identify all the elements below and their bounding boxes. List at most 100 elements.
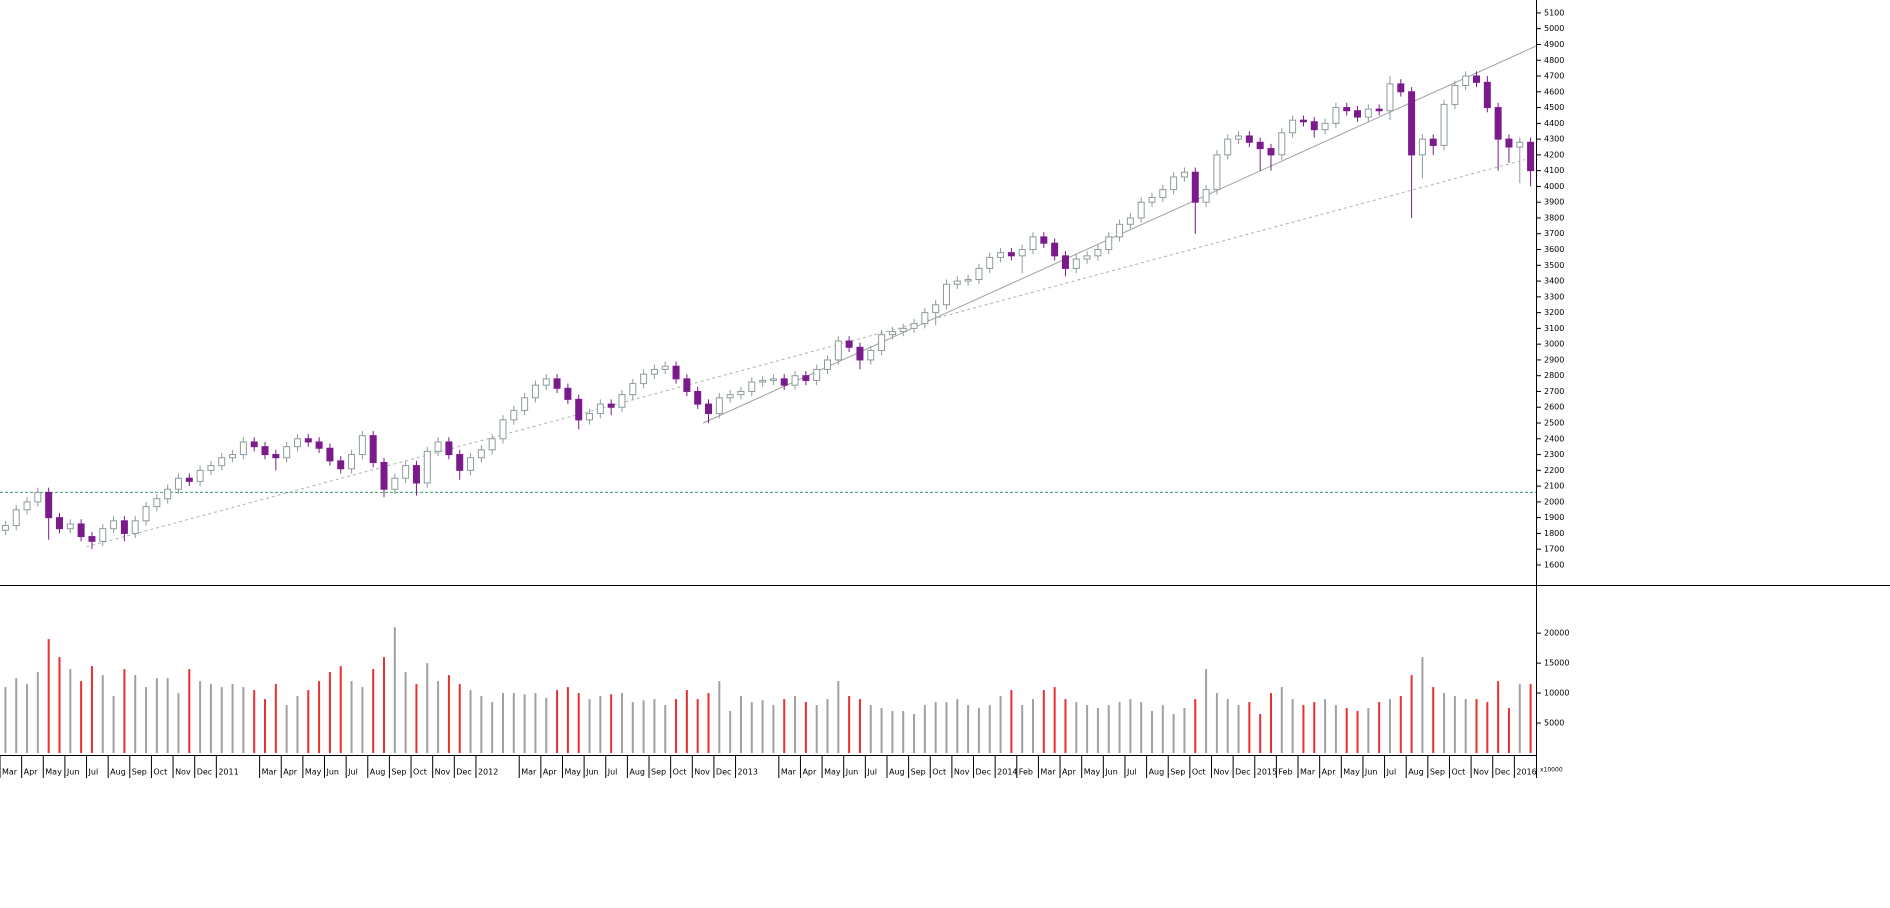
candle-body [412, 465, 420, 484]
volume-bar [69, 669, 72, 753]
volume-bar [523, 694, 526, 753]
candle-body [337, 460, 345, 470]
x-tick-label: Nov [954, 768, 970, 777]
volume-bar [556, 690, 559, 753]
volume-bar [231, 684, 234, 753]
candle-body [596, 403, 604, 415]
x-tick-label: Mar [1300, 768, 1316, 777]
volume-bar [1075, 702, 1078, 753]
y-tick-label: 2800 [1544, 371, 1564, 380]
volume-bar [869, 705, 872, 753]
candle-body [672, 365, 680, 380]
x-tick-label: Nov [1473, 768, 1489, 777]
candle-body [705, 403, 713, 415]
x-tick-label: May [1343, 768, 1360, 777]
candle-body [23, 501, 31, 511]
candle-body [326, 447, 334, 462]
candle-body [932, 304, 940, 314]
volume-bar [491, 702, 494, 753]
x-tick-label: Sep [1170, 768, 1185, 777]
candle-body [964, 278, 972, 282]
x-tick-label: Aug [629, 768, 645, 777]
volume-bar [512, 693, 515, 753]
volume-bar [1464, 699, 1467, 753]
volume-bar [296, 696, 299, 753]
candle-body [521, 397, 529, 411]
volume-bar [750, 702, 753, 753]
candle-body [1289, 119, 1297, 134]
candle-body [553, 378, 561, 389]
y-tick-label: 4100 [1544, 166, 1564, 175]
x-tick-label: 2013 [738, 768, 758, 777]
x-tick-label: Sep [651, 768, 666, 777]
candle-body [1072, 258, 1080, 269]
volume-bar [242, 687, 245, 753]
x-tick-label: Oct [673, 768, 687, 777]
candle-body [1105, 236, 1113, 251]
volume-bar [999, 696, 1002, 753]
x-tick-label: Oct [1192, 768, 1206, 777]
candle-body [131, 520, 139, 534]
x-tick-label: Aug [1149, 768, 1165, 777]
volume-bar [220, 687, 223, 753]
candle-body [12, 509, 20, 527]
volume-bar [383, 657, 385, 753]
y-tick-label: 2100 [1544, 482, 1564, 491]
candle-body [921, 312, 929, 325]
candle-body [1224, 138, 1232, 156]
candle-body [1440, 103, 1448, 146]
candle-body [1516, 141, 1524, 148]
candle-body [1202, 189, 1210, 203]
x-tick-label: Apr [543, 768, 558, 777]
y-tick-label: 5000 [1544, 719, 1564, 728]
candle-body [77, 523, 85, 538]
volume-bar [1399, 696, 1402, 753]
candle-body [34, 491, 42, 503]
candle-body [1332, 107, 1340, 124]
candle-body [174, 477, 182, 490]
volume-bar [977, 708, 980, 753]
volume-bar [58, 657, 61, 753]
x-tick-label: Jun [326, 768, 340, 777]
candle-body [1321, 122, 1329, 131]
x-tick-label: May [45, 768, 62, 777]
y-tick-label: 2500 [1544, 419, 1564, 428]
x-tick-label: Nov [175, 768, 191, 777]
volume-bar [534, 693, 537, 753]
volume-bar [588, 699, 591, 753]
candle-body [1137, 201, 1145, 219]
x-tick-label: Jul [607, 768, 618, 777]
x-tick-label: Mar [521, 768, 537, 777]
candle-body [369, 435, 377, 463]
volume-bar [1053, 687, 1056, 753]
candle-body [1418, 138, 1426, 156]
x-tick-label: May [564, 768, 581, 777]
volume-bar [1497, 681, 1500, 753]
candle-body [1462, 75, 1470, 86]
x-tick-label: Oct [1451, 768, 1465, 777]
candle-body [1451, 84, 1459, 105]
x-tick-label: Jul [866, 768, 877, 777]
candle-body [88, 536, 96, 542]
candle-body [1397, 83, 1405, 93]
candle-body [607, 403, 615, 408]
candle-body [1494, 107, 1502, 140]
candle-body [802, 375, 810, 381]
x-tick-label: Apr [24, 768, 39, 777]
candle-body [1018, 249, 1026, 257]
volume-bar [772, 705, 775, 753]
volume-bar [880, 708, 883, 753]
candle-body [293, 438, 301, 448]
volume-bar [913, 714, 916, 753]
candle-body [1148, 196, 1156, 203]
y-tick-label: 1700 [1544, 545, 1564, 554]
candle-body [445, 441, 453, 456]
volume-bar [1388, 699, 1391, 753]
candle-body [942, 283, 950, 306]
y-tick-label: 3100 [1544, 324, 1564, 333]
volume-bar [318, 681, 321, 753]
y-tick-label: 2400 [1544, 434, 1564, 443]
x-tick-label: Jul [347, 768, 358, 777]
volume-bar [934, 702, 937, 753]
candle-body [55, 517, 63, 530]
